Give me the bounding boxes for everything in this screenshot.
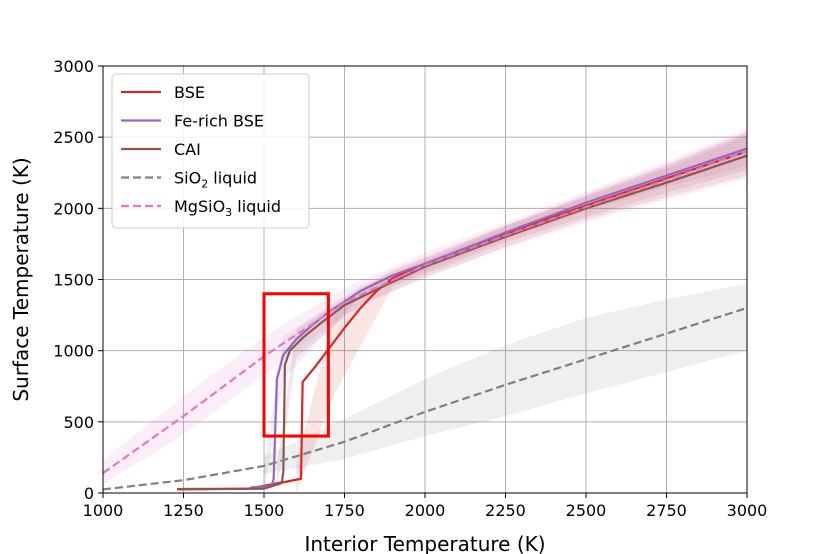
x-tick-label: 3000 [727, 501, 768, 520]
x-tick-label: 1250 [163, 501, 204, 520]
uncertainty-band [103, 128, 747, 485]
x-tick-label: 1500 [244, 501, 285, 520]
x-tick-label: 2500 [566, 501, 607, 520]
highlight-rectangle [262, 292, 330, 438]
series-line [102, 150, 748, 474]
y-tick-label: 2000 [53, 199, 94, 218]
annotations [262, 292, 330, 438]
legend-label: CAI [174, 140, 201, 159]
legend: BSE Fe-rich BSE CAI SiO2 liquid MgSiO3 liqui… [111, 73, 310, 229]
legend-box [111, 73, 310, 229]
x-tick-label: 2000 [405, 501, 446, 520]
y-tick-label: 2500 [53, 128, 94, 147]
axis-ticks: 1000 1250 1500 1750 2000 2250 2500 2750 3000 0 500… [53, 57, 767, 520]
y-tick-label: 1500 [53, 271, 94, 290]
y-tick-label: 3000 [53, 57, 94, 76]
series-line [177, 154, 748, 491]
legend-label: BSE [174, 83, 205, 102]
y-axis-label: Surface Temperature (K) [9, 157, 33, 401]
x-tick-label: 2250 [485, 501, 526, 520]
legend-label: MgSiO3 liquid [174, 197, 281, 219]
y-tick-label: 0 [84, 484, 94, 503]
y-tick-label: 500 [63, 413, 94, 432]
legend-label: SiO2 liquid [174, 169, 257, 191]
x-tick-label: 1750 [324, 501, 365, 520]
legend-label: Fe-rich BSE [174, 112, 264, 131]
y-tick-label: 1000 [53, 342, 94, 361]
x-tick-label: 2750 [646, 501, 687, 520]
series-line [102, 306, 748, 491]
x-axis-label: Interior Temperature (K) [304, 532, 545, 554]
series-line [177, 150, 748, 491]
uncertainty-band [296, 132, 747, 493]
x-tick-label: 1000 [83, 501, 124, 520]
